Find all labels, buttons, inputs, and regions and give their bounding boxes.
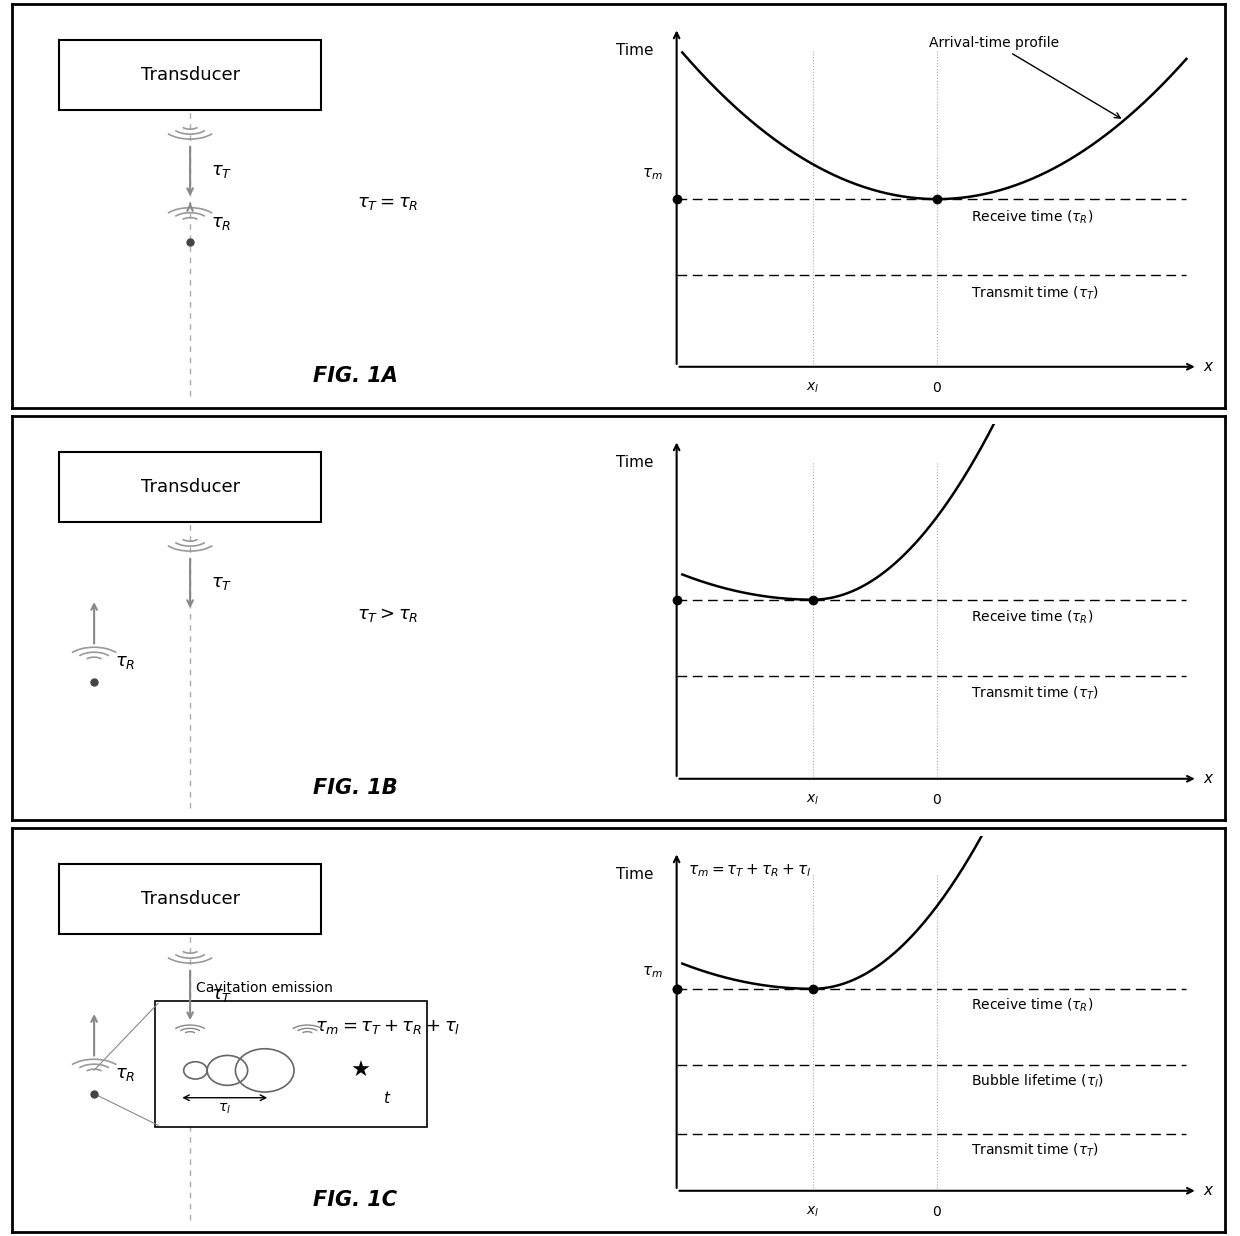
FancyBboxPatch shape <box>60 451 321 523</box>
Text: Receive time ($\tau_R$): Receive time ($\tau_R$) <box>971 208 1094 226</box>
Text: $\tau_T$: $\tau_T$ <box>211 986 233 1005</box>
Text: $\tau_m$: $\tau_m$ <box>642 167 663 183</box>
Text: Transmit time ($\tau_T$): Transmit time ($\tau_T$) <box>971 685 1099 702</box>
Text: $\tau_T = \tau_R$: $\tau_T = \tau_R$ <box>357 194 418 211</box>
Text: Transducer: Transducer <box>140 890 239 908</box>
Text: Receive time ($\tau_R$): Receive time ($\tau_R$) <box>971 609 1094 627</box>
Text: $x$: $x$ <box>1203 360 1215 375</box>
Text: $t$: $t$ <box>383 1090 392 1106</box>
Text: $\tau_T > \tau_R$: $\tau_T > \tau_R$ <box>357 606 418 624</box>
Text: $\tau_T$: $\tau_T$ <box>211 162 233 180</box>
Text: $x_l$: $x_l$ <box>806 1205 820 1219</box>
FancyBboxPatch shape <box>155 1001 428 1127</box>
Text: $x$: $x$ <box>1203 771 1215 786</box>
Text: $0$: $0$ <box>932 1205 942 1219</box>
Text: $x$: $x$ <box>1203 1183 1215 1198</box>
Text: Transducer: Transducer <box>140 66 239 84</box>
Text: Arrival-time profile: Arrival-time profile <box>929 36 1120 117</box>
Text: $\tau_l$: $\tau_l$ <box>218 1101 231 1116</box>
Text: $\tau_R$: $\tau_R$ <box>115 653 136 671</box>
Text: $x_l$: $x_l$ <box>806 792 820 807</box>
Text: $x_l$: $x_l$ <box>806 381 820 396</box>
Text: Bubble lifetime ($\tau_l$): Bubble lifetime ($\tau_l$) <box>971 1073 1104 1090</box>
Text: $\tau_T$: $\tau_T$ <box>211 575 233 592</box>
Text: Transmit time ($\tau_T$): Transmit time ($\tau_T$) <box>971 1141 1099 1158</box>
Text: FIG. 1C: FIG. 1C <box>314 1190 398 1210</box>
Text: FIG. 1B: FIG. 1B <box>312 777 398 798</box>
Text: $\tau_m$: $\tau_m$ <box>642 964 663 980</box>
Text: $\bigstar$: $\bigstar$ <box>351 1060 371 1080</box>
FancyBboxPatch shape <box>60 864 321 934</box>
Text: $\tau_m= \tau_T + \tau_R + \tau_l$: $\tau_m= \tau_T + \tau_R + \tau_l$ <box>315 1018 460 1036</box>
Text: $\tau_m= \tau_T + \tau_R + \tau_l$: $\tau_m= \tau_T + \tau_R + \tau_l$ <box>688 863 811 879</box>
Text: $0$: $0$ <box>932 792 942 807</box>
Text: FIG. 1A: FIG. 1A <box>312 366 398 386</box>
Text: Transmit time ($\tau_T$): Transmit time ($\tau_T$) <box>971 284 1099 302</box>
Text: Time: Time <box>616 43 653 58</box>
Text: $\tau_R$: $\tau_R$ <box>211 214 232 231</box>
Text: Receive time ($\tau_R$): Receive time ($\tau_R$) <box>971 996 1094 1014</box>
Text: Cavitation emission: Cavitation emission <box>196 981 334 995</box>
FancyBboxPatch shape <box>60 40 321 110</box>
Text: $0$: $0$ <box>932 381 942 394</box>
Text: Transducer: Transducer <box>140 478 239 496</box>
Text: Time: Time <box>616 866 653 883</box>
Text: $\tau_R$: $\tau_R$ <box>115 1065 136 1083</box>
Text: Time: Time <box>616 455 653 470</box>
